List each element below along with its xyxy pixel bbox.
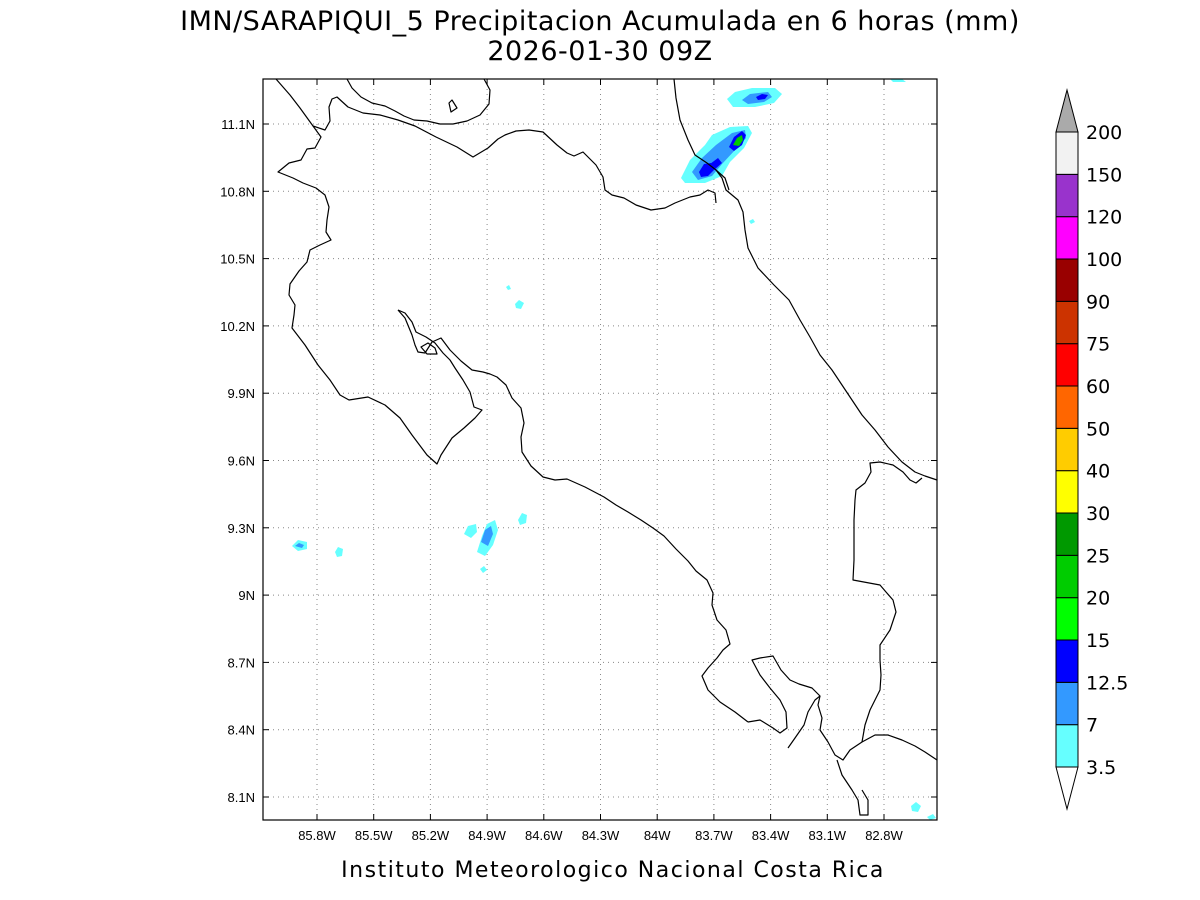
colorbar-label: 25 bbox=[1086, 545, 1110, 567]
map-gridlines bbox=[263, 79, 937, 820]
colorbar-upper-triangle bbox=[1055, 88, 1079, 133]
colorbar-label: 90 bbox=[1086, 291, 1110, 313]
footer-credit: Instituto Meteorologico Nacional Costa R… bbox=[341, 858, 885, 883]
colorbar-swatch bbox=[1055, 173, 1079, 218]
lon-tick-label: 84.9W bbox=[468, 828, 506, 843]
colorbar-label: 40 bbox=[1086, 461, 1110, 483]
longitude-axis: 85.8W 85.5W 85.2W 84.9W 84.6W 84.3W 84W 83.7W 83… bbox=[298, 79, 904, 843]
lat-tick-label: 11.1N bbox=[221, 117, 255, 132]
colorbar-swatch bbox=[1055, 554, 1079, 599]
lon-tick-label: 84.6W bbox=[525, 828, 563, 843]
colorbar-label: 75 bbox=[1086, 334, 1110, 356]
colorbar-label: 7 bbox=[1086, 715, 1098, 737]
lat-tick-label: 10.8N bbox=[220, 184, 255, 199]
lat-tick-label: 8.7N bbox=[228, 655, 255, 670]
colorbar-label: 100 bbox=[1086, 249, 1122, 271]
lat-tick-label: 9.3N bbox=[228, 521, 255, 536]
latitude-axis: 11.1N 10.8N 10.5N 10.2N 9.9N 9.6N 9.3N 9N 8.7N 8.… bbox=[220, 117, 937, 805]
lon-tick-label: 85.5W bbox=[355, 828, 393, 843]
colorbar-legend: 3.5 7 12.5 15 20 25 30 40 50 60 75 90 100 120 150 200 bbox=[1055, 88, 1128, 811]
lat-tick-label: 10.5N bbox=[220, 252, 255, 267]
panama-border bbox=[852, 461, 923, 743]
lat-tick-label: 9.9N bbox=[228, 386, 255, 401]
colorbar-swatch bbox=[1055, 427, 1079, 472]
lon-tick-label: 83.1W bbox=[809, 828, 847, 843]
colorbar-label: 120 bbox=[1086, 207, 1122, 229]
lat-tick-label: 9.6N bbox=[228, 454, 255, 469]
colorbar-label: 12.5 bbox=[1086, 672, 1128, 694]
colorbar-label: 150 bbox=[1086, 164, 1122, 186]
colorbar-swatch bbox=[1055, 216, 1079, 260]
colorbar-swatch bbox=[1055, 343, 1079, 387]
colorbar-swatch bbox=[1055, 131, 1079, 175]
osa-peninsula bbox=[747, 655, 821, 749]
island-nicoya-gulf bbox=[420, 342, 438, 355]
map-title: IMN/SARAPIQUI_5 Precipitacion Acumulada … bbox=[180, 6, 1020, 37]
lon-tick-label: 85.2W bbox=[412, 828, 450, 843]
island-lake bbox=[448, 99, 458, 113]
map-subtitle-datetime: 2026-01-30 09Z bbox=[487, 36, 712, 67]
colorbar-label: 200 bbox=[1086, 122, 1122, 144]
colorbar-swatch bbox=[1055, 681, 1079, 726]
colorbar-swatch bbox=[1055, 300, 1079, 345]
colorbar-swatch bbox=[1055, 470, 1079, 514]
colorbar-label: 60 bbox=[1086, 376, 1110, 398]
colorbar-label: 3.5 bbox=[1086, 757, 1116, 779]
lat-tick-label: 8.4N bbox=[228, 723, 255, 738]
colorbar-lower-triangle bbox=[1055, 766, 1079, 811]
precipitation-field bbox=[292, 79, 936, 820]
colorbar-label: 20 bbox=[1086, 588, 1110, 610]
colorbar-swatch bbox=[1055, 258, 1079, 302]
lon-tick-label: 84.3W bbox=[582, 828, 620, 843]
caribbean-coast bbox=[673, 78, 938, 481]
lon-tick-label: 82.8W bbox=[865, 828, 903, 843]
map-area: 85.8W 85.5W 85.2W 84.9W 84.6W 84.3W 84W 83.7W 83… bbox=[220, 78, 938, 843]
colorbar-label: 15 bbox=[1086, 630, 1110, 652]
colorbar-swatch bbox=[1055, 724, 1079, 768]
colorbar-label: 30 bbox=[1086, 503, 1110, 525]
lon-tick-label: 84W bbox=[644, 828, 671, 843]
colorbar-label: 50 bbox=[1086, 418, 1110, 440]
colorbar-swatch bbox=[1055, 597, 1079, 641]
lat-tick-label: 10.2N bbox=[220, 319, 255, 334]
lat-tick-label: 8.1N bbox=[228, 790, 255, 805]
lon-tick-label: 83.7W bbox=[695, 828, 733, 843]
lon-tick-label: 85.8W bbox=[298, 828, 336, 843]
lon-tick-label: 83.4W bbox=[752, 828, 790, 843]
colorbar-swatch bbox=[1055, 512, 1079, 556]
colorbar-swatch bbox=[1055, 385, 1079, 429]
coastlines-and-borders bbox=[275, 78, 938, 816]
nicaragua-pacific-coast bbox=[275, 78, 717, 211]
lat-tick-label: 9N bbox=[238, 588, 255, 603]
costa-rica-pacific-coast bbox=[277, 125, 483, 465]
colorbar-swatch bbox=[1055, 639, 1079, 683]
